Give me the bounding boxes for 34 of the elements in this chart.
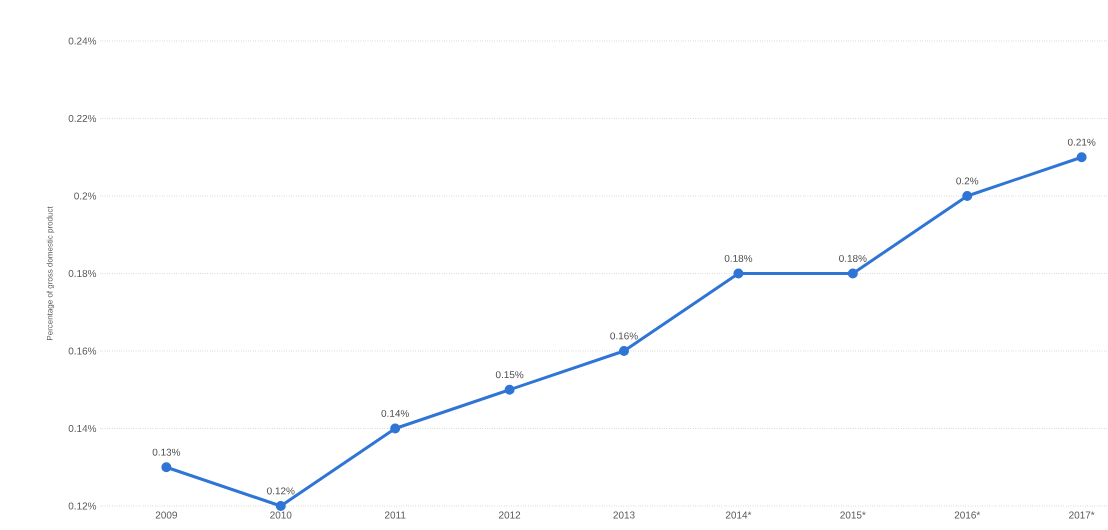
- data-label: 0.2%: [956, 177, 979, 185]
- data-label: 0.18%: [839, 254, 867, 262]
- point: [619, 346, 629, 356]
- y-tick-label: 0.14%: [68, 424, 97, 433]
- point: [1076, 152, 1087, 163]
- point: [390, 423, 401, 434]
- y-tick-label: 0.18%: [68, 269, 97, 278]
- x-tick-label: 2015*: [840, 511, 866, 519]
- data-label: 0.14%: [381, 409, 409, 417]
- y-tick-label: 0.16%: [68, 347, 97, 355]
- x-tick-label: 2014*: [725, 511, 752, 519]
- data-label: 0.21%: [1067, 138, 1096, 146]
- point: [504, 384, 515, 395]
- data-label: 0.15%: [495, 371, 524, 379]
- y-tick-label: 0.22%: [68, 114, 97, 123]
- point: [733, 268, 744, 279]
- point: [275, 501, 286, 511]
- point: [847, 268, 858, 279]
- data-label: 0.16%: [610, 332, 638, 340]
- data-label: 0.18%: [724, 254, 753, 262]
- x-tick-label: 2017*: [1069, 511, 1095, 519]
- data-label: 0.12%: [267, 487, 295, 495]
- point: [962, 191, 973, 201]
- x-tick-label: 2010: [270, 511, 292, 519]
- y-tick-label: 0.24%: [68, 37, 97, 45]
- x-tick-label: 2011: [384, 511, 406, 519]
- data-label: 0.13%: [152, 448, 181, 456]
- y-tick-label: 0.12%: [68, 502, 97, 510]
- x-tick-label: 2009: [155, 511, 177, 519]
- y-tick-label: 0.2%: [74, 192, 97, 200]
- point: [161, 462, 172, 473]
- x-tick-label: 2013: [613, 511, 635, 519]
- x-tick-label: 2016*: [954, 511, 981, 519]
- x-tick-label: 2012: [499, 511, 521, 519]
